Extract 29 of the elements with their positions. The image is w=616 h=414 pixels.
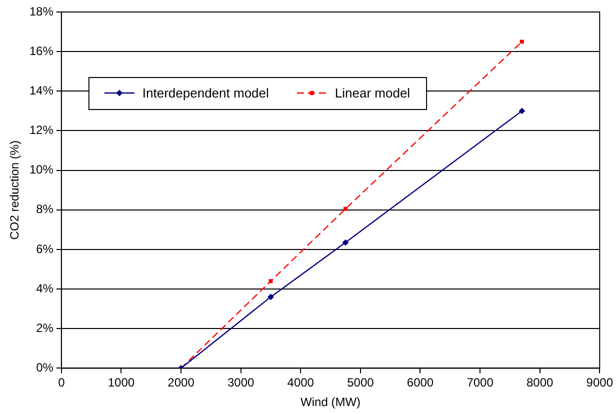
- y-tick-label: 18%: [29, 4, 54, 18]
- x-tick-label: 5000: [347, 376, 374, 390]
- x-tick-label: 9000: [586, 376, 614, 390]
- y-tick-label: 2%: [36, 320, 54, 335]
- x-axis-title: Wind (MW): [300, 395, 361, 410]
- y-axis-title: CO2 reduction (%): [8, 140, 22, 240]
- x-tick-label: 4000: [287, 376, 314, 390]
- x-tick-label: 8000: [526, 376, 554, 390]
- x-tick-label: 6000: [406, 376, 434, 390]
- y-tick-label: 4%: [36, 281, 54, 296]
- y-tick-label: 14%: [29, 83, 54, 98]
- y-tick-label: 16%: [29, 44, 54, 58]
- x-tick-label: 3000: [227, 376, 254, 390]
- x-tick-label: 1000: [108, 376, 135, 390]
- point: [520, 40, 524, 44]
- y-tick-label: 0%: [36, 360, 54, 375]
- point: [344, 206, 348, 211]
- y-tick-label: 8%: [36, 202, 54, 216]
- legend-label: Linear model: [334, 86, 410, 101]
- y-tick-label: 6%: [36, 242, 54, 256]
- x-tick-label: 7000: [466, 376, 494, 390]
- x-tick-label: 0: [58, 376, 66, 390]
- legend-label: Interdependent model: [142, 86, 270, 101]
- y-tick-label: 10%: [29, 162, 54, 177]
- x-tick-label: 2000: [168, 376, 195, 390]
- point: [268, 294, 274, 300]
- point: [518, 108, 526, 114]
- point: [342, 239, 349, 246]
- y-tick-label: 12%: [29, 123, 54, 138]
